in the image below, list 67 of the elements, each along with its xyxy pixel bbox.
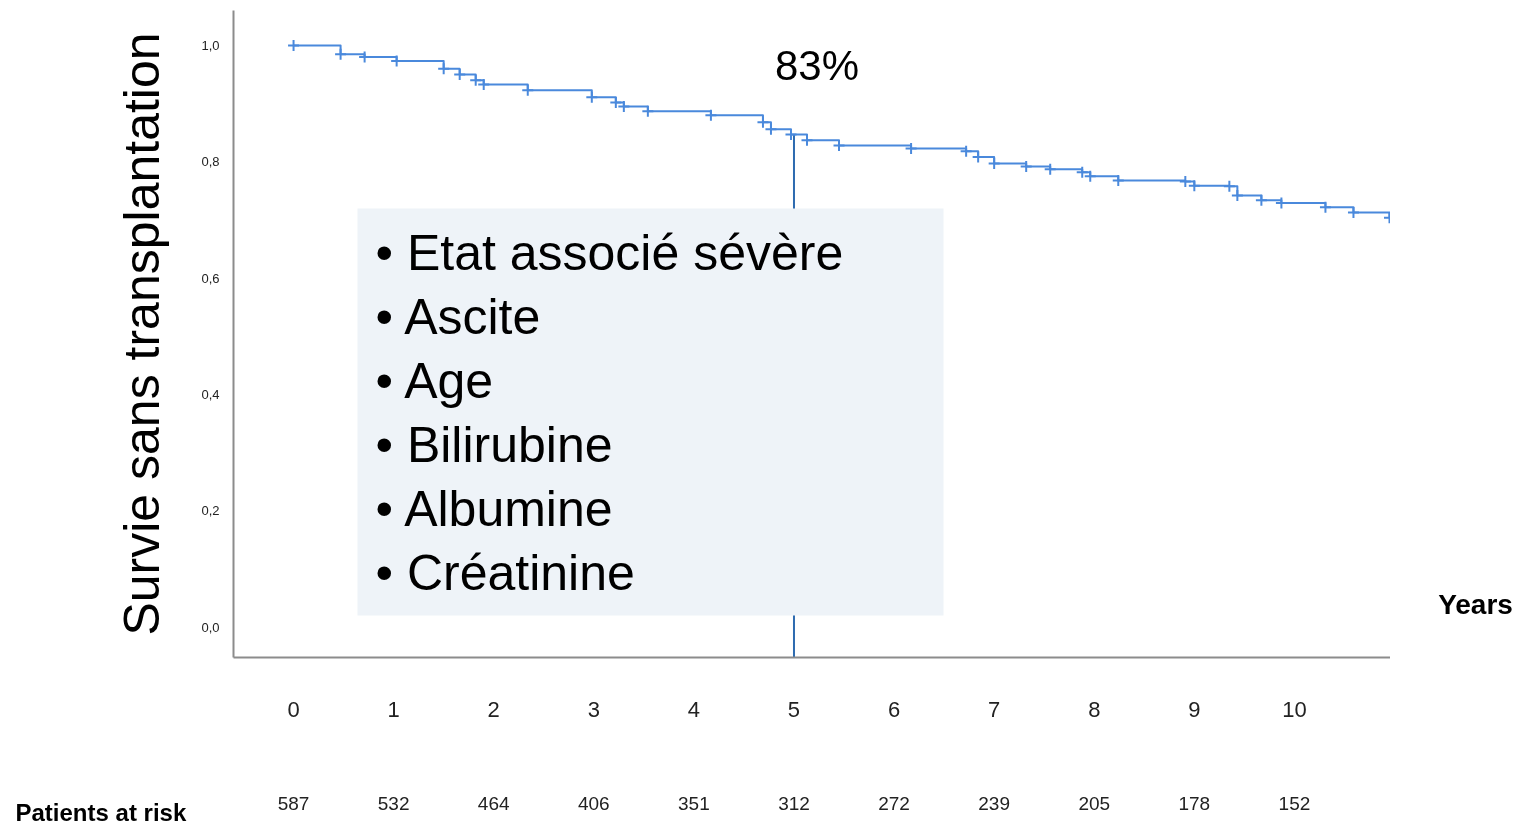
point	[641, 104, 655, 118]
point	[453, 68, 467, 81]
point	[609, 95, 623, 109]
text: 587	[277, 793, 310, 814]
point	[1075, 165, 1089, 179]
point	[1187, 179, 1201, 193]
point	[521, 83, 535, 97]
point	[704, 108, 718, 122]
point	[1043, 162, 1057, 176]
point	[469, 73, 483, 87]
point	[1178, 175, 1192, 189]
x-tick-label: 9	[1188, 696, 1201, 722]
y-tick-label: 0,8	[201, 154, 220, 170]
point	[1346, 205, 1360, 219]
x-tick-label: 3	[587, 696, 600, 722]
point	[1083, 169, 1097, 183]
point	[904, 141, 918, 155]
point	[764, 122, 778, 136]
x-tick-label: 4	[687, 696, 701, 722]
text: 464	[477, 793, 511, 814]
text: 532	[377, 793, 410, 814]
x-tick-label: 1	[387, 696, 400, 722]
text: 406	[577, 793, 610, 814]
y-tick-label: 0,4	[201, 387, 220, 403]
y-tick-label: 0,2	[201, 503, 220, 519]
y-tick-label: 0,0	[201, 619, 220, 635]
point	[287, 38, 301, 52]
point	[756, 115, 770, 129]
y-axis-title: Survie sans transplantation	[114, 32, 171, 636]
point	[1254, 193, 1268, 207]
point	[1019, 159, 1033, 173]
point	[1318, 200, 1332, 214]
x-tick-label: 6	[887, 696, 901, 722]
annotation: • Age	[375, 352, 494, 409]
annotation: • Etat associé sévère	[375, 224, 844, 281]
text: 272	[878, 793, 910, 814]
annotation: • Albumine	[375, 480, 613, 537]
point	[585, 90, 599, 104]
annotation: • Bilirubine	[375, 416, 613, 473]
text: 205	[1078, 793, 1111, 814]
x-tick-label: 5	[787, 696, 801, 722]
point	[959, 144, 973, 158]
point	[987, 157, 1001, 171]
text: Patients at risk	[15, 799, 187, 824]
text: 178	[1178, 793, 1211, 814]
text: 351	[678, 793, 710, 814]
annotation: 83%	[774, 42, 860, 89]
text: 312	[778, 793, 810, 814]
point	[1230, 189, 1244, 203]
x-axis-title: Years	[1438, 588, 1513, 620]
point	[617, 100, 631, 113]
point	[477, 77, 491, 91]
x-tick-label: 0	[287, 696, 300, 722]
x-tick-label: 10	[1282, 696, 1307, 722]
y-tick-label: 1,0	[201, 37, 220, 53]
text: 152	[1278, 793, 1311, 814]
x-tick-label: 8	[1088, 696, 1101, 722]
y-tick-label: 0,6	[201, 270, 220, 286]
x-tick-label: 7	[988, 696, 1001, 722]
point	[1111, 173, 1125, 187]
annotation: • Créatinine	[375, 544, 635, 601]
point	[1222, 179, 1236, 193]
point	[437, 62, 451, 76]
annotation: • Ascite	[375, 288, 541, 345]
point	[334, 47, 348, 61]
text: 239	[978, 793, 1011, 814]
x-tick-label: 2	[487, 696, 500, 722]
